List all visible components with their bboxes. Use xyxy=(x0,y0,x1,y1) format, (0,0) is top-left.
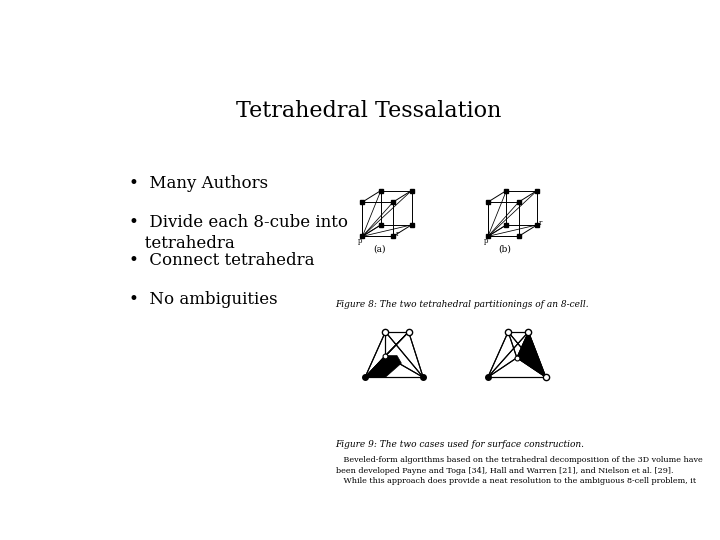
Text: Tetrahedral Tessalation: Tetrahedral Tessalation xyxy=(236,100,502,122)
Text: p: p xyxy=(483,237,488,245)
Text: •  Many Authors: • Many Authors xyxy=(129,175,268,192)
Text: p: p xyxy=(358,237,362,245)
Polygon shape xyxy=(517,332,546,377)
Text: •  Divide each 8-cube into
   tetrahedra: • Divide each 8-cube into tetrahedra xyxy=(129,214,348,252)
Text: •  Connect tetrahedra: • Connect tetrahedra xyxy=(129,252,315,269)
Text: r: r xyxy=(539,219,542,227)
Text: Beveled-form algorithms based on the tetrahedral decomposition of the 3D volume : Beveled-form algorithms based on the tet… xyxy=(336,456,702,485)
Text: (b): (b) xyxy=(498,244,511,253)
Text: •  No ambiguities: • No ambiguities xyxy=(129,291,278,308)
Text: Figure 9: The two cases used for surface construction.: Figure 9: The two cases used for surface… xyxy=(336,440,585,449)
Text: r: r xyxy=(396,231,400,238)
Text: Figure 8: The two tetrahedral partitionings of an 8-cell.: Figure 8: The two tetrahedral partitioni… xyxy=(336,300,589,309)
Text: (a): (a) xyxy=(373,244,386,253)
Polygon shape xyxy=(365,356,401,377)
